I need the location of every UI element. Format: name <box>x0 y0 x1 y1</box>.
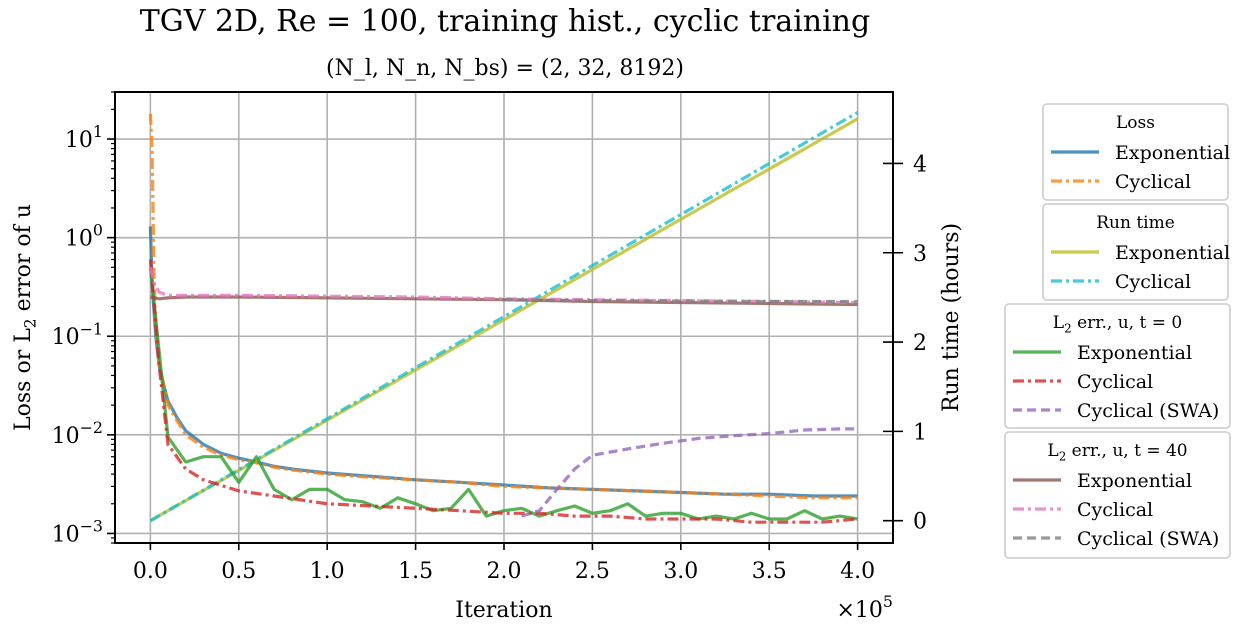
x-tick-label: 3.5 <box>752 559 787 584</box>
y-left-tick-label: 100 <box>65 221 103 252</box>
series-line <box>521 427 858 518</box>
x-tick-label: 2.0 <box>487 559 522 584</box>
y-right-tick-label: 0 <box>913 510 927 535</box>
legend-title: Loss <box>1116 113 1155 133</box>
x-tick-label: 3.0 <box>663 559 698 584</box>
x-tick-label: 0.5 <box>221 559 256 584</box>
legend-box <box>1004 431 1231 559</box>
series-line <box>148 259 858 524</box>
x-axis-label: Iteration <box>455 598 552 623</box>
legend-box <box>1042 103 1229 201</box>
series-line <box>503 298 858 304</box>
legend-label: Exponential <box>1077 470 1192 492</box>
legend-label: Exponential <box>1077 342 1192 364</box>
legend-label: Cyclical (SWA) <box>1077 400 1219 422</box>
x-tick-label: 4.0 <box>840 559 875 584</box>
legend-label: Cyclical (SWA) <box>1077 528 1219 550</box>
x-tick-label: 0.0 <box>133 559 168 584</box>
chart-subtitle: (N_l, N_n, N_bs) = (2, 32, 8192) <box>325 56 684 81</box>
y-right-tick-label: 2 <box>913 331 927 356</box>
legend-title: L2 err., u, t = 0 <box>1053 313 1182 335</box>
legend-label: Cyclical <box>1115 271 1191 293</box>
y-left-tick-label: 10−3 <box>52 517 103 548</box>
y-right-tick-label: 4 <box>913 152 927 177</box>
y-left-axis-label: Loss or L2 error of u <box>11 204 40 431</box>
chart-title: TGV 2D, Re = 100, training hist., cyclic… <box>139 4 871 39</box>
x-multiplier-label: ×105 <box>836 592 893 623</box>
series-line <box>150 295 858 307</box>
x-tick-label: 2.5 <box>575 559 610 584</box>
legend-title: Run time <box>1096 213 1175 233</box>
legend-label: Cyclical <box>1115 171 1191 193</box>
y-left-tick-label: 10−1 <box>52 319 103 350</box>
series-line <box>149 111 859 523</box>
legend-box <box>1004 303 1231 429</box>
y-left-tick-label: 101 <box>65 122 103 153</box>
legend-title: L2 err., u, t = 40 <box>1047 441 1187 463</box>
legend-label: Cyclical <box>1077 499 1153 521</box>
legend-box <box>1042 203 1229 301</box>
legend-label: Exponential <box>1115 142 1230 164</box>
series-line <box>148 267 858 521</box>
y-right-tick-label: 1 <box>913 420 927 445</box>
x-tick-label: 1.0 <box>310 559 345 584</box>
series-line <box>148 266 858 305</box>
legend-label: Cyclical <box>1077 371 1153 393</box>
x-tick-label: 1.5 <box>398 559 433 584</box>
y-left-tick-label: 10−2 <box>52 418 103 449</box>
legend-label: Exponential <box>1115 242 1230 264</box>
y-right-tick-label: 3 <box>913 242 927 267</box>
y-right-axis-label: Run time (hours) <box>939 223 964 412</box>
